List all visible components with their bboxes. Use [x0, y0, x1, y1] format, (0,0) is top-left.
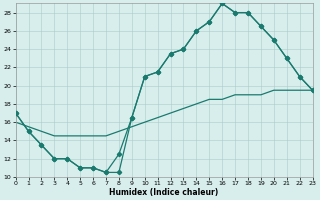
X-axis label: Humidex (Indice chaleur): Humidex (Indice chaleur) [109, 188, 219, 197]
